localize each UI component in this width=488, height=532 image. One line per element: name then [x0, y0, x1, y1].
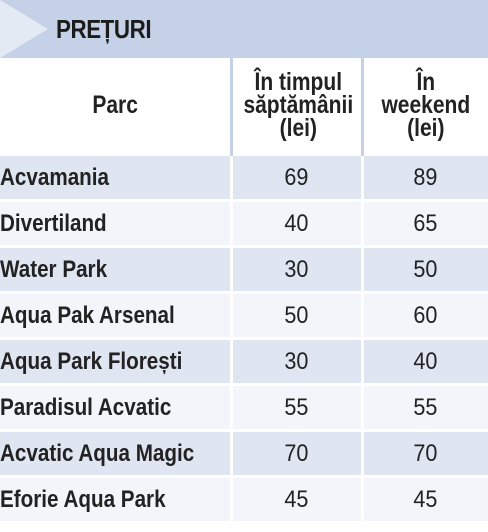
weekend-price-cell: 55: [360, 383, 488, 431]
weekday-price-cell: 30: [229, 245, 362, 293]
park-name-cell: Water Park: [0, 245, 231, 293]
park-name-cell: Acvatic Aqua Magic: [0, 429, 231, 477]
weekday-price-cell: 55: [229, 383, 362, 431]
table-row: Acvatic Aqua Magic 70 70: [0, 429, 488, 477]
park-name-cell: Paradisul Acvatic: [0, 383, 231, 431]
column-header-park: Parc: [0, 58, 231, 155]
table-row: Aqua Pak Arsenal 50 60: [0, 291, 488, 339]
table-title: PREȚURI: [56, 14, 152, 44]
weekend-price-cell: 40: [360, 337, 488, 385]
arrow-icon: [0, 0, 48, 58]
park-name-cell: Aqua Park Florești: [0, 337, 231, 385]
weekend-price-cell: 50: [360, 245, 488, 293]
column-header-weekday: În timpul săptămânii (lei): [229, 58, 362, 155]
weekday-price-cell: 45: [229, 475, 362, 521]
weekday-price-cell: 40: [229, 199, 362, 247]
weekday-price-cell: 30: [229, 337, 362, 385]
table-header-row: Parc În timpul săptămânii (lei) În weeke…: [0, 58, 488, 155]
table-row: Paradisul Acvatic 55 55: [0, 383, 488, 431]
table-row: Water Park 30 50: [0, 245, 488, 293]
park-name-cell: Acvamania: [0, 153, 231, 201]
weekend-price-cell: 89: [360, 153, 488, 201]
weekday-price-cell: 50: [229, 291, 362, 339]
weekday-price-cell: 70: [229, 429, 362, 477]
table-row: Acvamania 69 89: [0, 153, 488, 201]
price-table: Parc În timpul săptămânii (lei) În weeke…: [0, 58, 488, 521]
table-row: Divertiland 40 65: [0, 199, 488, 247]
weekend-price-cell: 70: [360, 429, 488, 477]
column-header-weekend: În weekend (lei): [360, 58, 488, 155]
weekend-price-cell: 60: [360, 291, 488, 339]
park-name-cell: Divertiland: [0, 199, 231, 247]
park-name-cell: Eforie Aqua Park: [0, 475, 231, 521]
table-row: Aqua Park Florești 30 40: [0, 337, 488, 385]
table-row: Eforie Aqua Park 45 45: [0, 475, 488, 521]
weekend-price-cell: 65: [360, 199, 488, 247]
title-bar: PREȚURI: [0, 0, 488, 58]
weekday-price-cell: 69: [229, 153, 362, 201]
weekend-price-cell: 45: [360, 475, 488, 521]
park-name-cell: Aqua Pak Arsenal: [0, 291, 231, 339]
